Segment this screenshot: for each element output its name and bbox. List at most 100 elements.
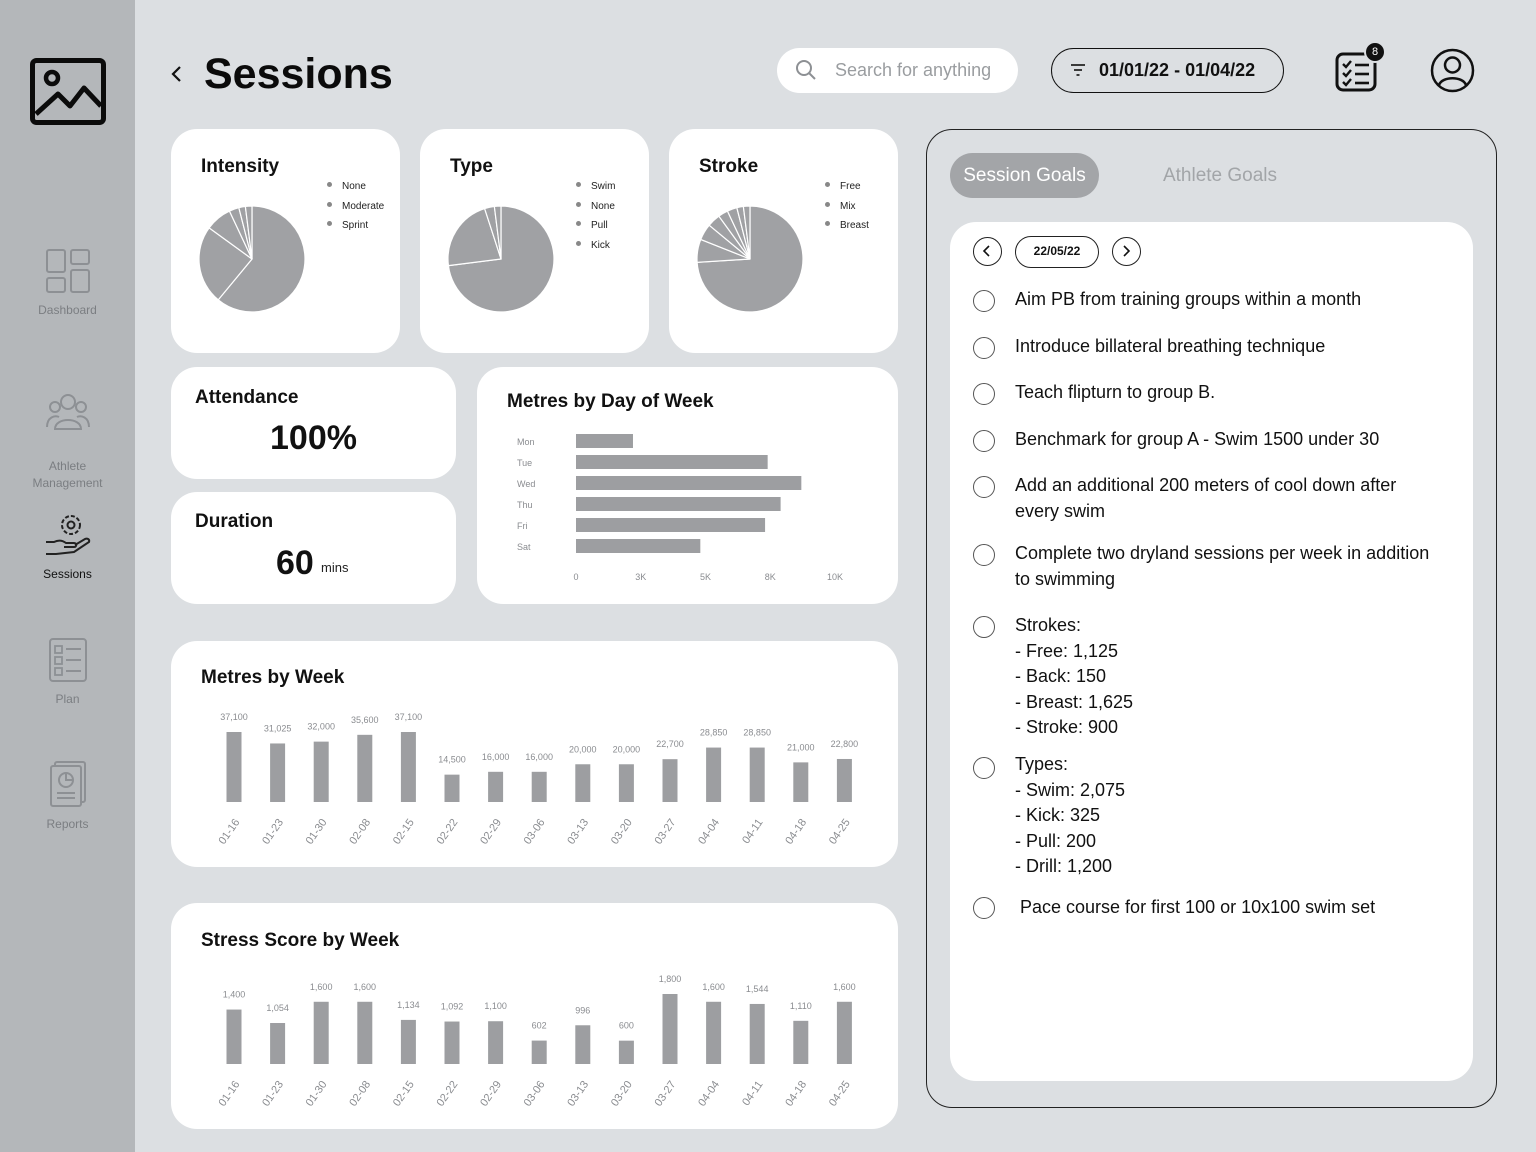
search-input[interactable]	[835, 48, 1010, 93]
day-label: Fri	[517, 521, 528, 531]
intensity-card: Intensity None Moderate Sprint	[171, 129, 400, 353]
next-date-button[interactable]	[1112, 237, 1141, 266]
week-bar	[793, 1020, 809, 1064]
sessions-icon	[45, 515, 90, 555]
sidebar-item-label: Plan	[55, 692, 80, 706]
week-tick-label: 04-18	[783, 1079, 809, 1109]
card-title: Attendance	[195, 387, 299, 408]
sidebar-item-plan[interactable]: Plan	[0, 637, 135, 708]
prev-date-button[interactable]	[973, 237, 1002, 266]
goal-checkbox[interactable]	[973, 430, 995, 452]
week-bar	[836, 1001, 852, 1064]
x-tick-label: 5K	[700, 572, 711, 582]
goal-text: Strokes: - Free: 1,125 - Back: 150 - Bre…	[1015, 615, 1134, 737]
metres-by-week-chart: 37,100 01-16 31,025 01-23 32,000 01-30 35,600 0…	[216, 712, 859, 847]
bar-value-label: 1,054	[266, 1003, 289, 1013]
bar-value-label: 1,100	[484, 1001, 507, 1011]
goal-checkbox[interactable]	[973, 757, 995, 779]
x-tick-label: 10K	[827, 572, 843, 582]
bar-value-label: 1,134	[397, 1000, 420, 1010]
bar-value-label: 600	[619, 1021, 634, 1031]
card-title: Stroke	[699, 156, 759, 177]
week-bar	[662, 994, 678, 1064]
sidebar-item-sessions[interactable]: Sessions	[0, 512, 135, 583]
goal-text: Add an additional 200 meters of cool dow…	[1015, 475, 1397, 521]
week-tick-label: 02-15	[391, 817, 417, 847]
goal-text: Benchmark for group A - Swim 1500 under …	[1015, 429, 1380, 449]
x-tick-label: 0	[573, 572, 578, 582]
duration-card: Duration 60 mins	[171, 492, 456, 604]
legend-item: Swim	[576, 181, 615, 201]
type-pie	[447, 205, 555, 313]
stroke-pie	[696, 205, 804, 313]
week-bar	[444, 1021, 460, 1064]
stroke-card: Stroke Free Mix Breast	[669, 129, 898, 353]
goal-checkbox[interactable]	[973, 476, 995, 498]
bar-value-label: 1,400	[223, 990, 246, 1000]
card-title: Type	[450, 156, 493, 177]
pie-slice	[244, 205, 253, 260]
week-bar	[488, 1021, 504, 1064]
day-label: Mon	[517, 437, 535, 447]
week-bar	[357, 734, 373, 802]
week-tick-label: 01-16	[216, 817, 242, 847]
week-tick-label: 03-13	[565, 1079, 591, 1109]
metres-by-day-card: Metres by Day of Week Mon Tue Wed Thu Fri Sat…	[477, 367, 898, 604]
goal-checkbox[interactable]	[973, 337, 995, 359]
search-bar[interactable]	[777, 48, 1018, 93]
bar-value-label: 1,092	[441, 1002, 464, 1012]
pie-slice	[217, 205, 306, 313]
search-icon	[796, 60, 816, 80]
pie-slice	[447, 207, 502, 267]
day-label: Thu	[517, 500, 533, 510]
legend-item: Pull	[576, 220, 615, 240]
page-title: Sessions	[204, 50, 393, 98]
attendance-card: Attendance 100%	[171, 367, 456, 479]
sidebar-item-label: Athlete Management	[32, 459, 103, 490]
bar-value-label: 1,600	[833, 982, 856, 992]
week-tick-label: 01-16	[216, 1079, 242, 1109]
filter-icon	[1071, 64, 1085, 76]
date-range-filter[interactable]: 01/01/22 - 01/04/22	[1051, 48, 1284, 93]
goals-card	[950, 222, 1473, 1081]
user-avatar-icon[interactable]	[1430, 48, 1475, 93]
sidebar-item-dashboard[interactable]: Dashboard	[0, 248, 135, 319]
chevron-left-icon	[982, 245, 990, 257]
x-tick-label: 8K	[765, 572, 776, 582]
goals-date: 22/05/22	[1015, 236, 1099, 268]
sidebar: Dashboard Athlete Management Sessions	[0, 0, 135, 1152]
type-legend: Swim None Pull Kick	[576, 181, 615, 259]
goal-checkbox[interactable]	[973, 616, 995, 638]
intensity-legend: None Moderate Sprint	[327, 181, 384, 240]
tasks-checklist-icon[interactable]	[1335, 50, 1377, 92]
pie-slice	[742, 205, 751, 260]
goal-checkbox[interactable]	[973, 383, 995, 405]
legend-item: Breast	[825, 220, 869, 240]
week-tick-label: 04-25	[827, 817, 853, 847]
sidebar-item-reports[interactable]: Reports	[0, 760, 135, 833]
tab-session-goals[interactable]: Session Goals	[950, 153, 1099, 198]
week-bar	[444, 774, 460, 802]
week-tick-label: 02-22	[434, 817, 460, 847]
week-tick-label: 01-23	[260, 817, 286, 847]
week-tick-label: 03-20	[609, 817, 635, 847]
bar-value-label: 1,600	[702, 982, 725, 992]
x-tick-label: 3K	[635, 572, 646, 582]
week-tick-label: 04-11	[740, 1079, 766, 1108]
pie-slice	[493, 205, 502, 260]
bar-value-label: 22,800	[831, 739, 859, 749]
week-bar	[313, 741, 329, 802]
goal-checkbox[interactable]	[973, 290, 995, 312]
stroke-legend: Free Mix Breast	[825, 181, 869, 240]
goal-checkbox[interactable]	[973, 897, 995, 919]
goal-checkbox[interactable]	[973, 544, 995, 566]
goal-text: Complete two dryland sessions per week i…	[1015, 543, 1430, 589]
image-logo-icon	[30, 58, 106, 125]
week-tick-label: 02-29	[478, 1079, 504, 1109]
sidebar-item-label: Sessions	[43, 567, 92, 581]
sidebar-item-athlete-management[interactable]: Athlete Management	[0, 376, 135, 492]
card-title: Duration	[195, 511, 274, 532]
week-bar	[270, 1023, 286, 1064]
tab-athlete-goals[interactable]: Athlete Goals	[1162, 165, 1278, 186]
back-chevron-icon[interactable]	[166, 60, 188, 88]
